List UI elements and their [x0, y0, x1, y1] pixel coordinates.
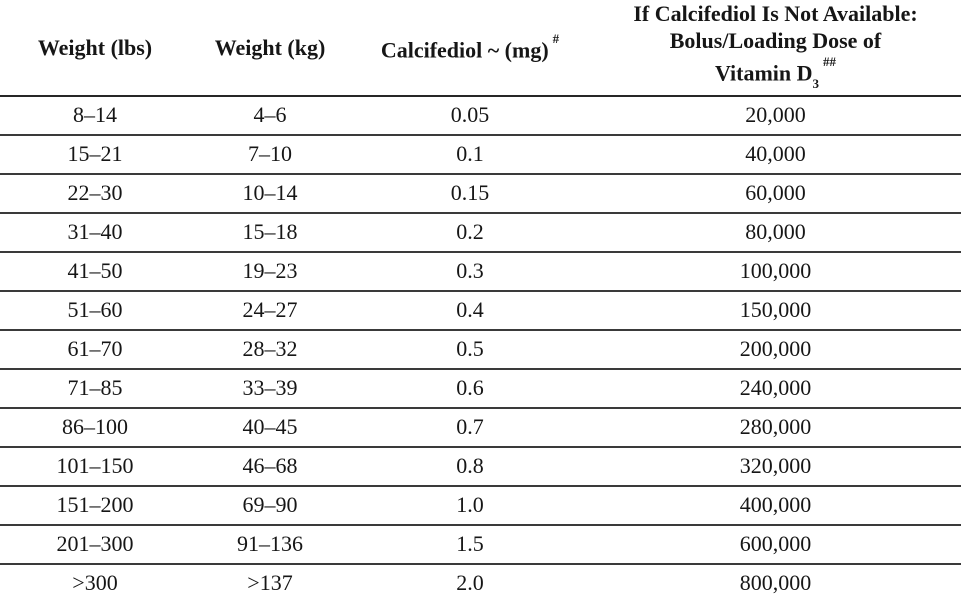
cell-calcifediol-mg: 0.05: [350, 95, 590, 136]
cell-calcifediol-mg: 0.15: [350, 173, 590, 214]
table-row: 22–30 10–14 0.15 60,000: [0, 173, 961, 214]
cell-weight-kg: >137: [247, 570, 293, 596]
cell-calcifediol-mg: 0.7: [350, 407, 590, 448]
table-row: 61–70 28–32 0.5 200,000: [0, 329, 961, 370]
cell-weight-lbs: 41–50: [0, 251, 190, 292]
table-row: 31–40 15–18 0.2 80,000: [0, 212, 961, 253]
cell-weight-kg: 69–90: [190, 485, 350, 526]
header-label: Weight (kg): [214, 34, 326, 60]
cell-vitamin-d3-dose: 60,000: [590, 173, 961, 214]
table-row: 101–150 46–68 0.8 320,000: [0, 446, 961, 487]
cell-vitamin-d3-dose: 20,000: [590, 95, 961, 136]
header-calcifediol-mg: Calcifediol ~ (mg) #: [350, 0, 590, 97]
cell-calcifediol-mg: 0.8: [350, 446, 590, 487]
cell-vitamin-d3-dose: 600,000: [590, 524, 961, 565]
table-row: 71–85 33–39 0.6 240,000: [0, 368, 961, 409]
cell-weight-kg: 46–68: [190, 446, 350, 487]
header-label-line2: Bolus/Loading Dose of: [669, 28, 882, 53]
cell-vitamin-d3-dose: 800,000: [739, 570, 812, 596]
cell-weight-kg: 33–39: [190, 368, 350, 409]
cell-calcifediol-mg: 0.4: [350, 290, 590, 331]
cell-weight-kg: 19–23: [190, 251, 350, 292]
footnote-marker-double-hash: ##: [823, 54, 837, 70]
cell-weight-kg: 24–27: [190, 290, 350, 331]
table-row: >300 >137 2.0 800,000: [0, 564, 961, 600]
footnote-marker-hash: #: [552, 31, 560, 47]
cell-vitamin-d3-dose: 320,000: [590, 446, 961, 487]
header-label: Weight (lbs): [37, 34, 153, 60]
cell-calcifediol-mg: 0.3: [350, 251, 590, 292]
cell-calcifediol-mg: 0.5: [350, 329, 590, 370]
cell-weight-lbs: 201–300: [0, 524, 190, 565]
cell-calcifediol-mg: 2.0: [456, 570, 484, 596]
cell-weight-kg: 4–6: [190, 95, 350, 136]
cell-weight-kg: 28–32: [190, 329, 350, 370]
cell-weight-lbs: 86–100: [0, 407, 190, 448]
header-label: Calcifediol ~ (mg): [380, 37, 549, 63]
cell-weight-lbs: 31–40: [0, 212, 190, 253]
table-row: 15–21 7–10 0.1 40,000: [0, 134, 961, 175]
table-row: 41–50 19–23 0.3 100,000: [0, 251, 961, 292]
cell-weight-kg: 7–10: [190, 134, 350, 175]
cell-vitamin-d3-dose: 150,000: [590, 290, 961, 331]
cell-vitamin-d3-dose: 280,000: [590, 407, 961, 448]
cell-weight-lbs: 8–14: [0, 95, 190, 136]
cell-vitamin-d3-dose: 100,000: [590, 251, 961, 292]
cell-weight-lbs: 61–70: [0, 329, 190, 370]
cell-calcifediol-mg: 1.0: [350, 485, 590, 526]
header-label-line3: Vitamin D3##: [590, 54, 961, 95]
cell-calcifediol-mg: 0.2: [350, 212, 590, 253]
cell-weight-lbs: 22–30: [0, 173, 190, 214]
cell-weight-lbs: >300: [72, 570, 118, 596]
cell-vitamin-d3-dose: 200,000: [590, 329, 961, 370]
cell-weight-lbs: 15–21: [0, 134, 190, 175]
cell-calcifediol-mg: 1.5: [350, 524, 590, 565]
cell-weight-lbs: 101–150: [0, 446, 190, 487]
table-row: 8–14 4–6 0.05 20,000: [0, 95, 961, 136]
subscript-3: 3: [812, 76, 820, 92]
cell-weight-lbs: 51–60: [0, 290, 190, 331]
table-row: 151–200 69–90 1.0 400,000: [0, 485, 961, 526]
cell-vitamin-d3-dose: 240,000: [590, 368, 961, 409]
table-header: Weight (lbs) Weight (kg) Calcifediol ~ (…: [0, 0, 961, 97]
cell-weight-kg: 10–14: [190, 173, 350, 214]
cell-calcifediol-mg: 0.6: [350, 368, 590, 409]
header-weight-lbs: Weight (lbs): [0, 0, 190, 97]
table-row: 201–300 91–136 1.5 600,000: [0, 524, 961, 565]
cell-vitamin-d3-dose: 80,000: [590, 212, 961, 253]
cell-weight-kg: 15–18: [190, 212, 350, 253]
header-vitamin-d3-dose: If Calcifediol Is Not Available: Bolus/L…: [590, 0, 961, 97]
cell-calcifediol-mg: 0.1: [350, 134, 590, 175]
cell-vitamin-d3-dose: 40,000: [590, 134, 961, 175]
table-body: 8–14 4–6 0.05 20,000 15–21 7–10 0.1 40,000 22–30…: [0, 95, 961, 600]
header-row: Weight (lbs) Weight (kg) Calcifediol ~ (…: [0, 0, 961, 97]
table-row: 86–100 40–45 0.7 280,000: [0, 407, 961, 448]
header-label-line1: If Calcifediol Is Not Available:: [633, 1, 918, 26]
table-row: 51–60 24–27 0.4 150,000: [0, 290, 961, 331]
header-weight-kg: Weight (kg): [190, 0, 350, 97]
vitamin-d-text: Vitamin D: [714, 60, 813, 86]
cell-weight-kg: 91–136: [190, 524, 350, 565]
cell-weight-kg: 40–45: [190, 407, 350, 448]
cell-vitamin-d3-dose: 400,000: [590, 485, 961, 526]
cell-weight-lbs: 151–200: [0, 485, 190, 526]
cell-weight-lbs: 71–85: [0, 368, 190, 409]
